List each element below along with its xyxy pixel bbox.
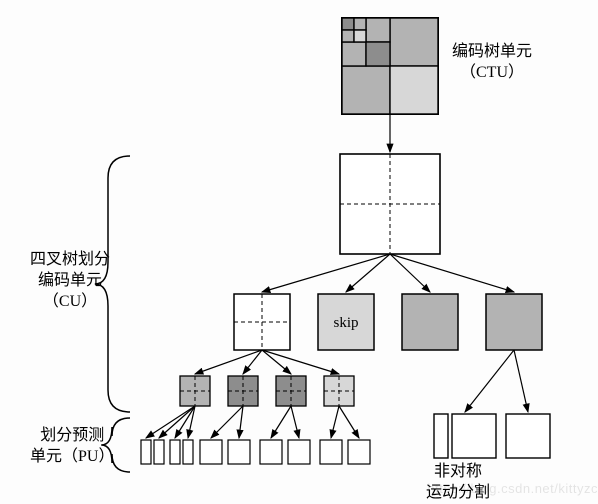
label-ctu: 编码树单元 （CTU） (452, 42, 532, 84)
svg-text:skip: skip (333, 315, 358, 331)
label-pu: 划分预测 单元（PU） (30, 426, 114, 468)
watermark: https://blog.csdn.net/kittyzc (427, 481, 598, 496)
label-cu: 四叉树划分 编码单元 （CU） (30, 250, 110, 312)
